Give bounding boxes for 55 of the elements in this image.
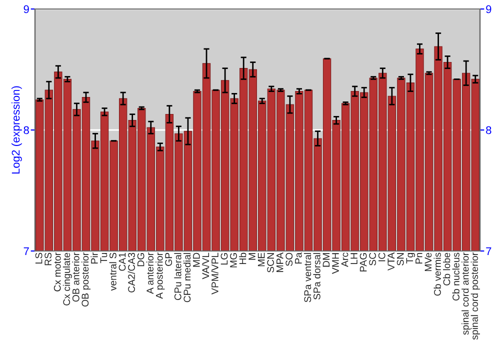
y-tick-label: 9 bbox=[24, 5, 29, 14]
x-tick-label: DG bbox=[137, 253, 144, 266]
x-tick-label: LS bbox=[35, 252, 42, 264]
x-tick-label: SN bbox=[396, 253, 404, 266]
x-tick-label: CPu medial bbox=[183, 253, 191, 302]
x-tick-label: MD bbox=[193, 252, 200, 267]
x-tick-label: Tu bbox=[100, 253, 108, 264]
x-tick-label: A posterior bbox=[156, 252, 165, 299]
x-tick-label: spinal cord posterior bbox=[470, 252, 480, 340]
x-tick-label: ventral S bbox=[109, 252, 116, 291]
x-tick-label: SC bbox=[369, 252, 376, 266]
x-tick-label: Cx motor bbox=[54, 252, 61, 292]
x-tick-label: A anterior bbox=[146, 252, 154, 294]
x-tick-label: Pn bbox=[416, 253, 422, 264]
x-tick-label: Cb vermis bbox=[434, 252, 441, 296]
x-tick-label: Hb bbox=[239, 252, 246, 264]
x-tick-label: IC bbox=[378, 252, 386, 262]
x-tick-label: OB anterior bbox=[72, 252, 80, 302]
x-tick-label: Cx cingulate bbox=[62, 252, 72, 306]
x-tick-label: Tg bbox=[406, 253, 415, 264]
x-tick-label: MG bbox=[230, 253, 237, 268]
x-tick-label: VA/VL bbox=[202, 252, 210, 280]
x-tick-label: CA2/CA3 bbox=[128, 252, 135, 292]
x-tick-label: PAG bbox=[360, 253, 367, 272]
x-tick-label: Cb lobe bbox=[443, 252, 450, 286]
x-tick-label: VMH bbox=[332, 253, 339, 274]
x-tick-label: DM bbox=[322, 253, 330, 267]
x-tick-label: OB posterior bbox=[81, 252, 91, 306]
y-tick-label: 7 bbox=[24, 247, 29, 256]
x-tick-label: LG bbox=[220, 253, 228, 265]
x-tick-label: GP bbox=[165, 252, 172, 266]
x-tick-label: RS bbox=[44, 252, 52, 266]
x-tick-label: SPa ventral bbox=[304, 253, 312, 302]
x-tick-label: SO bbox=[286, 252, 293, 266]
x-tick-label: MVe bbox=[424, 252, 432, 272]
y2-tick-label: 9 bbox=[486, 5, 492, 14]
x-tick-label: VPM/VPL bbox=[211, 252, 218, 294]
y2-tick-label: 7 bbox=[486, 247, 492, 256]
x-tick-label: Pir bbox=[90, 252, 98, 264]
x-tick-label: CPu lateral bbox=[174, 253, 182, 300]
y-tick-label: 8 bbox=[24, 126, 29, 134]
x-tick-label: Arc bbox=[341, 252, 348, 267]
x-tick-label: ME bbox=[258, 252, 265, 266]
x-tick-label: M bbox=[248, 253, 256, 260]
x-tick-label: CA1 bbox=[118, 252, 126, 271]
x-tick-label: spinal cord anterior bbox=[462, 252, 471, 335]
x-tick-label: SCN bbox=[267, 253, 274, 272]
x-tick-label: SPa dorsal bbox=[313, 253, 320, 300]
x-tick-label: MPA bbox=[276, 252, 284, 272]
x-tick-label: VTA bbox=[388, 252, 394, 271]
x-tick-label: Pa bbox=[295, 252, 302, 264]
y-axis-title: Log2 (expression) bbox=[12, 86, 22, 174]
x-tick-label: Cb nucleus bbox=[452, 252, 460, 301]
y2-tick-label: 8 bbox=[486, 126, 492, 134]
x-tick-label: LH bbox=[350, 253, 358, 264]
